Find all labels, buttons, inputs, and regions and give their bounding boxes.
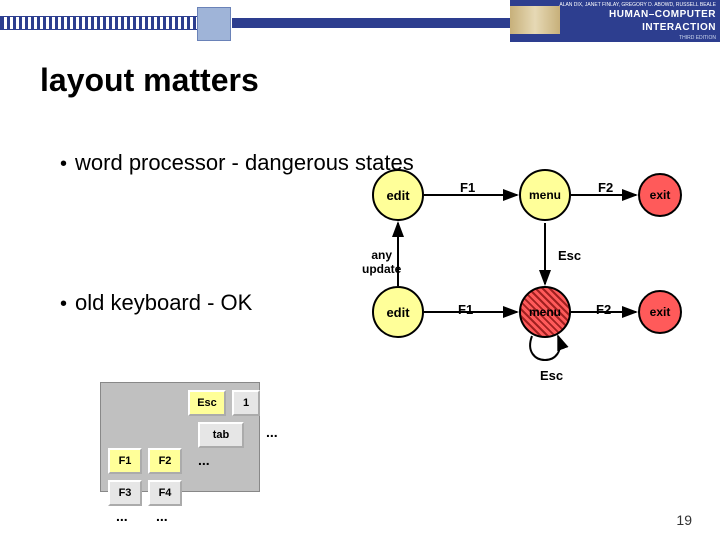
bullet-2-text: old keyboard - OK <box>75 290 252 315</box>
key-k1: 1 <box>232 390 260 416</box>
edge-label-f2-1: F2 <box>598 180 613 195</box>
state-edit-1: edit <box>372 169 424 221</box>
state-edit-2: edit <box>372 286 424 338</box>
state-edit-1-label: edit <box>386 188 409 203</box>
edge-label-esc-1: Esc <box>558 248 581 263</box>
bullet-dot-icon: • <box>60 153 67 175</box>
state-exit-1-label: exit <box>650 188 671 202</box>
page-number: 19 <box>676 512 692 528</box>
key-f3: F3 <box>108 480 142 506</box>
edge-label-f1-1: F1 <box>460 180 475 195</box>
key-tab: tab <box>198 422 244 448</box>
ellipsis-icon: ... <box>198 452 210 468</box>
ellipsis-icon: ... <box>156 508 168 524</box>
state-edit-2-label: edit <box>386 305 409 320</box>
edge-label-f1-2: F1 <box>458 302 473 317</box>
banner-edition: THIRD EDITION <box>510 35 716 41</box>
state-menu-2-label: menu <box>529 305 561 319</box>
slide-heading: layout matters <box>40 62 259 99</box>
banner-book-cover: ALAN DIX, JANET FINLAY, GREGORY D. ABOWD… <box>510 0 720 42</box>
key-f4: F4 <box>148 480 182 506</box>
state-exit-2-label: exit <box>650 305 671 319</box>
key-f2: F2 <box>148 448 182 474</box>
banner-bar <box>232 18 510 28</box>
ellipsis-icon: ... <box>266 424 278 440</box>
key-esc: Esc <box>188 390 226 416</box>
banner-accent <box>510 6 560 34</box>
key-f1: F1 <box>108 448 142 474</box>
banner-pattern-left <box>0 16 200 30</box>
edge-label-f2-2: F2 <box>596 302 611 317</box>
state-exit-1: exit <box>638 173 682 217</box>
slide-banner: ALAN DIX, JANET FINLAY, GREGORY D. ABOWD… <box>0 0 720 42</box>
edge-label-any-update: any update <box>362 248 401 276</box>
bullet-1: • word processor - dangerous states <box>60 150 414 176</box>
state-exit-2: exit <box>638 290 682 334</box>
bullet-1-text: word processor - dangerous states <box>75 150 414 175</box>
state-menu-2: menu <box>519 286 571 338</box>
bullet-2: • old keyboard - OK <box>60 290 252 316</box>
edge-label-esc-2: Esc <box>540 368 563 383</box>
ellipsis-icon: ... <box>116 508 128 524</box>
state-menu-1-label: menu <box>529 188 561 202</box>
state-menu-1: menu <box>519 169 571 221</box>
bullet-dot-icon: • <box>60 293 67 315</box>
